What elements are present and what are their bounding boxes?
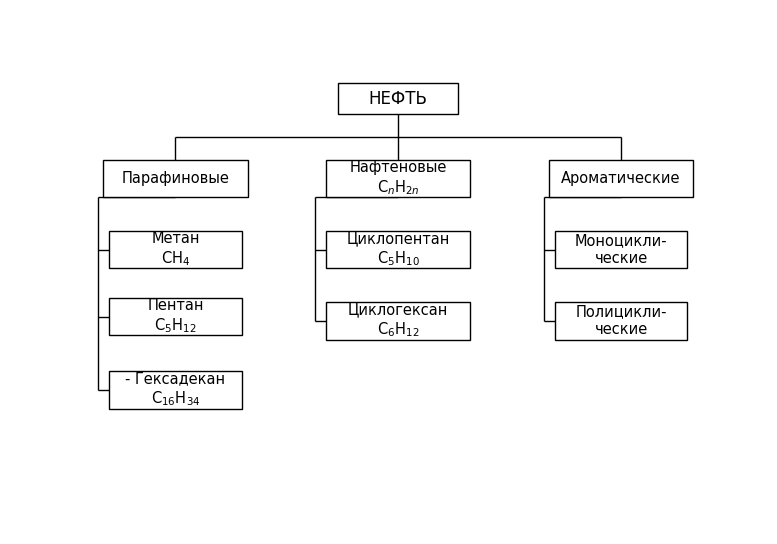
Text: - Гексадекан
С$_{16}$H$_{34}$: - Гексадекан С$_{16}$H$_{34}$ (125, 372, 225, 408)
Text: Циклогексан
С$_6$H$_{12}$: Циклогексан С$_6$H$_{12}$ (348, 302, 448, 339)
Text: Метан
CH$_4$: Метан CH$_4$ (152, 231, 200, 268)
FancyBboxPatch shape (326, 231, 471, 268)
FancyBboxPatch shape (109, 298, 242, 336)
FancyBboxPatch shape (326, 159, 471, 197)
FancyBboxPatch shape (338, 83, 458, 114)
FancyBboxPatch shape (555, 302, 688, 339)
Text: Пентан
С$_5$H$_{12}$: Пентан С$_5$H$_{12}$ (147, 298, 204, 335)
FancyBboxPatch shape (109, 231, 242, 268)
Text: Парафиновые: Парафиновые (121, 171, 229, 186)
Text: Полицикли-
ческие: Полицикли- ческие (575, 305, 667, 337)
Text: Моноцикли-
ческие: Моноцикли- ческие (575, 233, 667, 266)
Text: Циклопентан
С$_5$H$_{10}$: Циклопентан С$_5$H$_{10}$ (347, 231, 450, 268)
FancyBboxPatch shape (326, 302, 471, 339)
Text: Нафтеновые
С$_n$H$_{2n}$: Нафтеновые С$_n$H$_{2n}$ (350, 160, 447, 196)
Text: НЕФТЬ: НЕФТЬ (369, 90, 427, 108)
FancyBboxPatch shape (109, 371, 242, 409)
FancyBboxPatch shape (549, 159, 693, 197)
FancyBboxPatch shape (555, 231, 688, 268)
Text: Ароматические: Ароматические (561, 171, 681, 186)
FancyBboxPatch shape (103, 159, 248, 197)
